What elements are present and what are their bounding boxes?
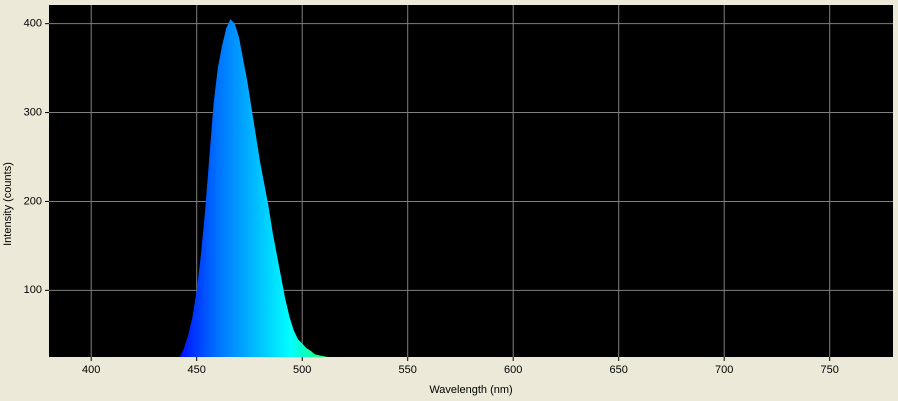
- x-tick-label: 400: [82, 364, 100, 376]
- x-tick-label: 550: [399, 364, 417, 376]
- y-tick-label: 300: [24, 106, 42, 118]
- y-tick-label: 100: [24, 284, 42, 296]
- y-tick-label: 200: [24, 195, 42, 207]
- plot-area: [49, 5, 893, 357]
- x-tick-label: 600: [504, 364, 522, 376]
- x-tick-label: 450: [188, 364, 206, 376]
- x-axis-label: Wavelength (nm): [429, 384, 512, 396]
- spectrum-area: [179, 19, 328, 357]
- y-tick-label: 400: [24, 18, 42, 30]
- x-tick-label: 650: [610, 364, 628, 376]
- y-axis-label: Intensity (counts): [2, 162, 14, 246]
- x-tick-label: 750: [821, 364, 839, 376]
- x-tick-label: 500: [293, 364, 311, 376]
- x-tick-label: 700: [715, 364, 733, 376]
